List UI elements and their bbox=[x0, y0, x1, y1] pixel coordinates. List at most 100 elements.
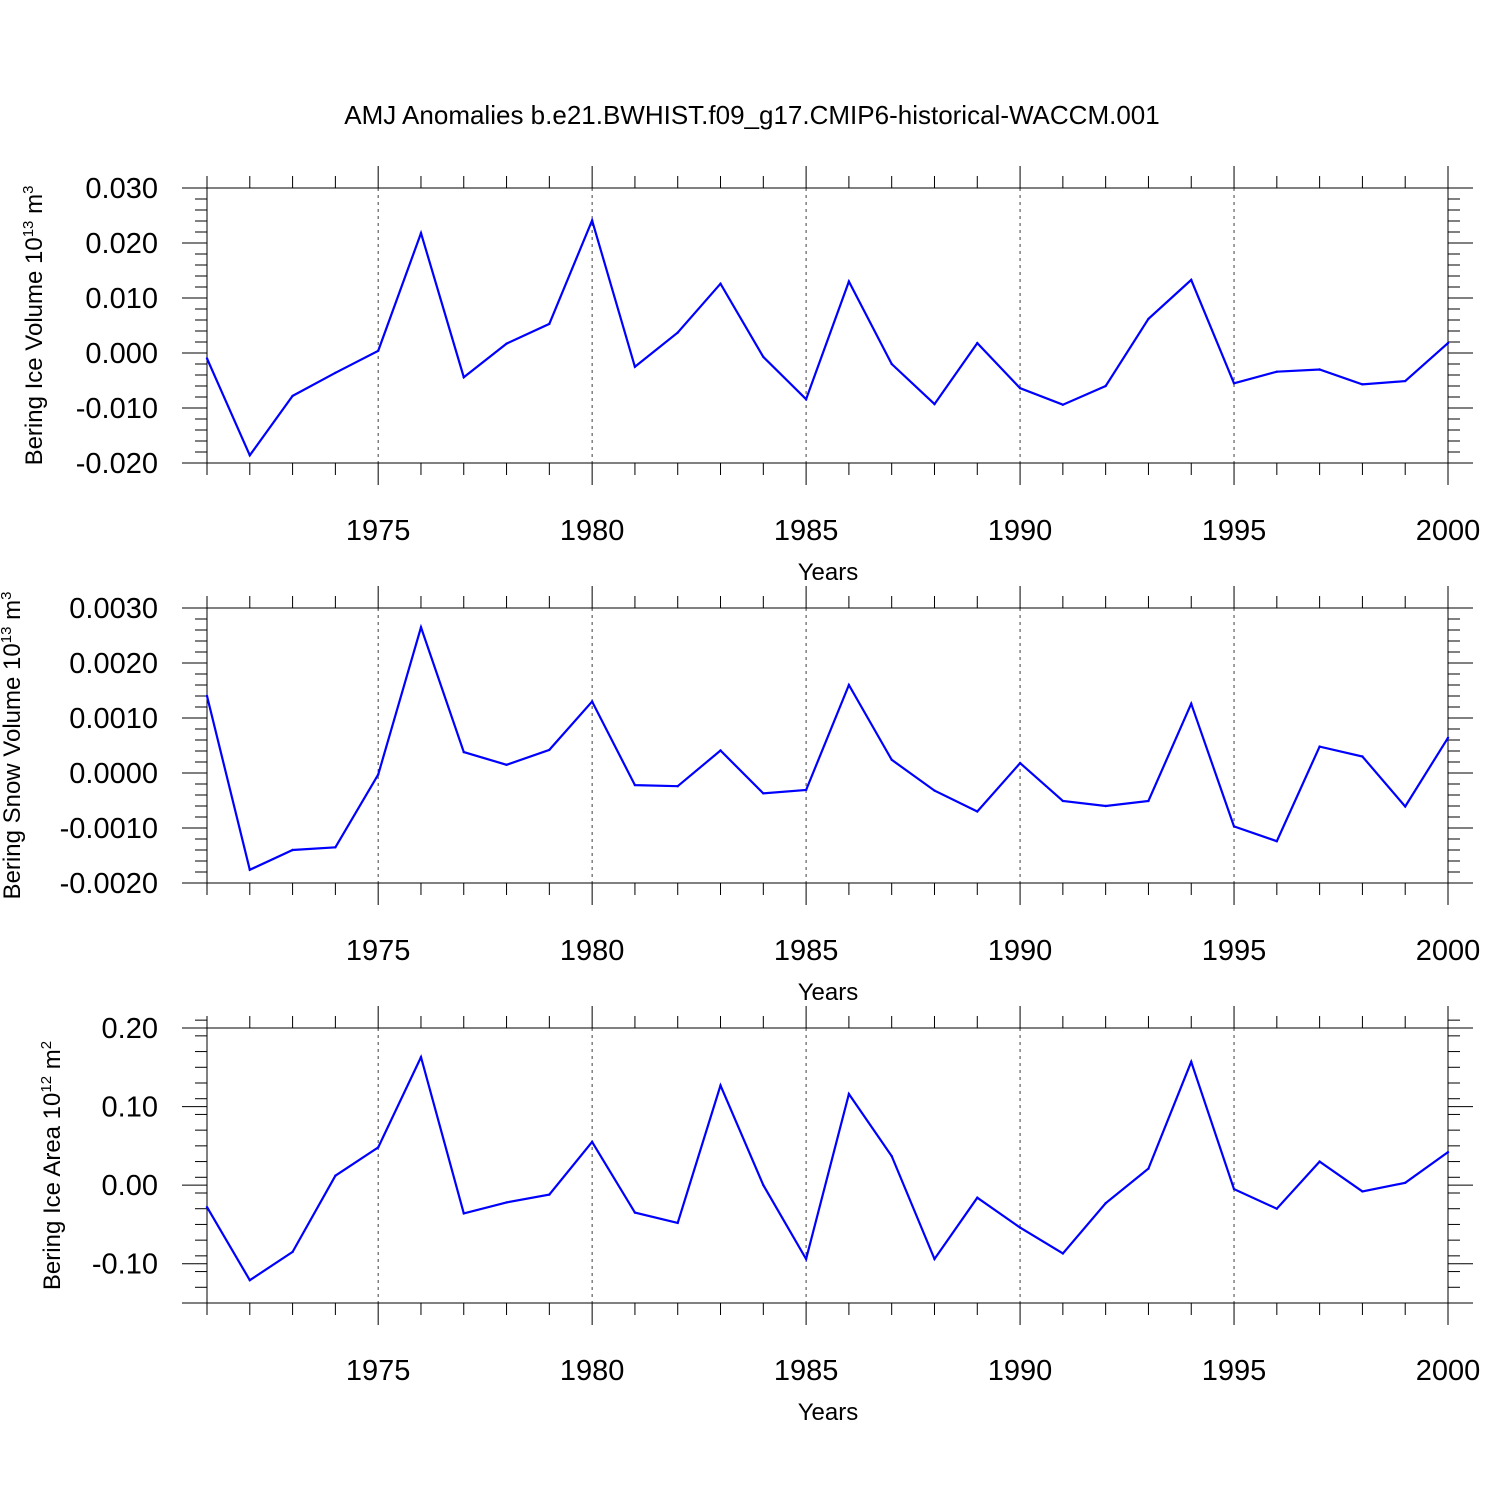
y-axis-label-superscript: 13 bbox=[20, 221, 37, 238]
data-point bbox=[291, 1250, 294, 1254]
data-point bbox=[804, 398, 808, 401]
data-point bbox=[419, 626, 423, 629]
x-tick-label: 1985 bbox=[774, 935, 839, 967]
y-tick-label: 0.10 bbox=[102, 1092, 158, 1124]
data-point bbox=[976, 810, 979, 813]
data-point bbox=[1147, 317, 1150, 321]
y-tick-label: -0.0020 bbox=[60, 868, 158, 900]
panel-2: -0.0020 -0.0010 0.0000 0.0010 0.0020 0.0030 19… bbox=[0, 586, 1480, 1006]
data-point bbox=[376, 1146, 380, 1149]
data-point bbox=[505, 342, 508, 345]
data-point bbox=[205, 1205, 209, 1209]
data-point bbox=[933, 789, 936, 792]
data-point bbox=[291, 394, 294, 398]
data-point bbox=[1190, 1060, 1193, 1063]
data-point bbox=[1361, 755, 1364, 758]
data-point bbox=[1104, 1202, 1107, 1205]
y-axis-label: Bering Ice Area 1012 m2 bbox=[38, 1041, 66, 1290]
y-axis-label-text: m bbox=[0, 600, 26, 627]
x-tick-label: 1995 bbox=[1202, 515, 1267, 547]
y-tick-label: 0.020 bbox=[85, 228, 158, 260]
data-point bbox=[1446, 736, 1450, 739]
y-tick-label: 0.0000 bbox=[69, 758, 158, 790]
data-point bbox=[719, 282, 722, 285]
x-tick-label: 1985 bbox=[774, 515, 839, 547]
x-tick-label: 1980 bbox=[560, 1355, 625, 1387]
x-axis-label: Years bbox=[798, 979, 859, 1006]
data-point bbox=[462, 376, 465, 379]
data-point bbox=[1104, 804, 1107, 808]
data-point bbox=[505, 763, 508, 766]
series-line bbox=[205, 623, 1449, 872]
x-tick-label: 1975 bbox=[346, 935, 411, 967]
data-point bbox=[1318, 368, 1321, 371]
data-point bbox=[548, 748, 551, 752]
data-point bbox=[548, 322, 551, 326]
data-point bbox=[1318, 745, 1321, 748]
x-tick-label: 1980 bbox=[560, 515, 625, 547]
y-tick-label: 0.030 bbox=[85, 173, 158, 205]
y-axis-label-superscript: 3 bbox=[20, 186, 37, 194]
data-point bbox=[419, 231, 423, 235]
data-point bbox=[1446, 1150, 1450, 1154]
data-point bbox=[1275, 370, 1279, 373]
x-tick-label: 2000 bbox=[1416, 515, 1481, 547]
y-axis-label-text: m bbox=[39, 1049, 66, 1076]
data-point bbox=[1147, 799, 1150, 803]
data-point bbox=[1061, 403, 1065, 406]
series-line bbox=[205, 217, 1449, 458]
data-point bbox=[590, 219, 594, 222]
y-tick-label: 0.0010 bbox=[69, 703, 158, 735]
data-point bbox=[334, 1174, 337, 1177]
data-point bbox=[334, 371, 337, 374]
data-point bbox=[1018, 1226, 1022, 1229]
data-point bbox=[1275, 840, 1279, 843]
y-tick-label: 0.0030 bbox=[69, 593, 158, 625]
data-point bbox=[505, 1201, 508, 1204]
data-point bbox=[633, 1211, 637, 1214]
y-axis-label-superscript: 2 bbox=[38, 1041, 55, 1049]
data-point bbox=[1232, 825, 1236, 828]
data-point bbox=[762, 792, 765, 795]
data-point bbox=[633, 365, 637, 368]
data-point bbox=[890, 758, 893, 761]
data-point bbox=[804, 1257, 808, 1261]
data-point bbox=[804, 788, 808, 792]
y-axis-label: Bering Ice Volume 1013 m3 bbox=[20, 186, 48, 466]
x-tick-label: 2000 bbox=[1416, 1355, 1481, 1387]
data-point bbox=[590, 1140, 594, 1144]
y-tick-label: 0.0020 bbox=[69, 648, 158, 680]
data-point bbox=[1232, 382, 1236, 385]
y-axis-label-superscript: 12 bbox=[38, 1076, 55, 1093]
data-point bbox=[976, 1196, 979, 1199]
y-tick-label: -0.0010 bbox=[60, 813, 158, 845]
data-point bbox=[847, 1092, 851, 1096]
y-tick-label: -0.010 bbox=[76, 393, 158, 425]
data-point bbox=[847, 683, 851, 687]
x-tick-label: 1985 bbox=[774, 1355, 839, 1387]
data-point bbox=[248, 1279, 251, 1282]
data-point bbox=[976, 341, 979, 345]
x-axis-label: Years bbox=[798, 1399, 859, 1426]
data-point bbox=[205, 694, 209, 698]
data-point bbox=[762, 355, 765, 359]
y-tick-label: -0.020 bbox=[76, 448, 158, 480]
data-point bbox=[376, 349, 380, 352]
x-axis-label: Years bbox=[798, 559, 859, 586]
y-axis-label-text: Bering Snow Volume 10 bbox=[0, 643, 26, 899]
y-axis-label-text: m bbox=[21, 194, 48, 221]
data-point bbox=[248, 454, 251, 457]
data-point bbox=[1190, 278, 1193, 282]
chart-title: AMJ Anomalies b.e21.BWHIST.f09_g17.CMIP6… bbox=[344, 100, 1159, 130]
y-axis-label-superscript: 3 bbox=[0, 592, 15, 600]
data-point bbox=[676, 331, 679, 334]
x-tick-label: 1990 bbox=[988, 515, 1053, 547]
y-tick-label: 0.010 bbox=[85, 283, 158, 315]
y-axis-label-text: Bering Ice Area 10 bbox=[39, 1093, 66, 1290]
data-point bbox=[762, 1183, 765, 1187]
data-point bbox=[1104, 384, 1107, 388]
data-point bbox=[205, 357, 209, 360]
x-tick-label: 1975 bbox=[346, 1355, 411, 1387]
y-tick-label: -0.10 bbox=[92, 1249, 158, 1281]
